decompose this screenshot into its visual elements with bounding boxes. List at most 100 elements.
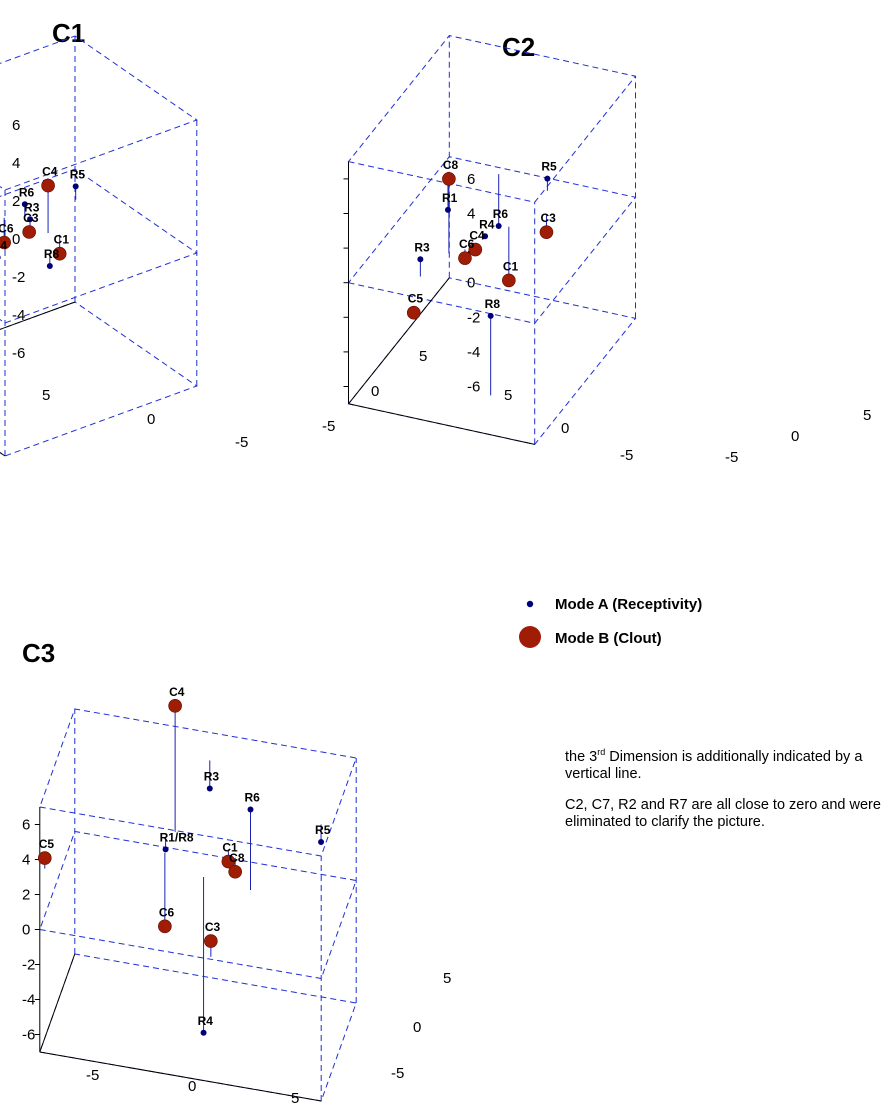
legend-receptivity-label: Mode A (Receptivity) — [555, 596, 702, 613]
point-label: R6 — [245, 790, 261, 804]
point-label: C4 — [469, 229, 485, 243]
z-tick-label: -2 — [22, 957, 35, 974]
z-tick-label: 2 — [12, 193, 20, 210]
z-tick-label: 0 — [22, 922, 30, 939]
point-r6 — [247, 806, 254, 813]
point-label: R3 — [204, 769, 220, 783]
point-c5 — [37, 851, 52, 865]
box-plane-top — [347, 35, 637, 203]
z-tick-label: -4 — [12, 307, 25, 324]
z-tick-label: -6 — [467, 379, 480, 396]
point-label: C1 — [222, 841, 238, 855]
point-label: C3 — [205, 920, 221, 934]
point-label: R5 — [70, 167, 86, 181]
z-tick-label: 0 — [467, 275, 475, 292]
left-axis-tick-label: -5 — [235, 434, 248, 451]
z-tick-label: -2 — [12, 269, 25, 286]
point-c1 — [221, 854, 236, 869]
point-label: R3 — [414, 240, 430, 254]
x-axis — [39, 1051, 322, 1102]
point-c3 — [22, 225, 36, 239]
point-label: R6 — [493, 207, 509, 221]
point-r5 — [544, 175, 551, 182]
z-tick-label: 4 — [12, 155, 20, 172]
point-label: R4 — [198, 1014, 214, 1028]
point-label: R3 — [24, 200, 40, 214]
point-c8 — [228, 864, 242, 879]
left-axis-tick-label: 0 — [147, 411, 155, 428]
note-third-dimension: the 3rd Dimension is additionally indica… — [565, 747, 863, 782]
left-axis-tick-label: -5 — [620, 447, 633, 464]
left-axis-tick-label: 0 — [561, 420, 569, 437]
right-axis-tick-label: 0 — [371, 383, 379, 400]
z-tick-label: 6 — [467, 171, 475, 188]
x-axis — [0, 301, 76, 330]
point-label: R5 — [315, 823, 331, 837]
z-tick-label: 2 — [22, 887, 30, 904]
z-tick-label: -4 — [22, 992, 35, 1009]
point-c4 — [168, 699, 182, 713]
z-tick-label: -6 — [22, 1027, 35, 1044]
point-c6 — [0, 235, 11, 250]
x-axis — [348, 403, 535, 445]
point-r4 — [0, 255, 1, 260]
point-c6 — [158, 919, 172, 934]
point-label: R8 — [44, 247, 60, 261]
y-axis — [39, 953, 76, 1053]
point-c8 — [442, 172, 456, 186]
left-axis-tick-label: 0 — [188, 1078, 196, 1095]
point-label: C6 — [159, 905, 175, 919]
chart-title: C3 — [22, 638, 55, 668]
point-label: R5 — [541, 160, 557, 174]
left-axis-tick-label: 5 — [42, 387, 50, 404]
point-c3 — [539, 225, 554, 239]
point-r6 — [21, 201, 28, 208]
right-axis-tick-label: -5 — [725, 449, 738, 466]
note-superscript: rd — [597, 747, 606, 757]
explanatory-note: the 3rd Dimension is additionally indica… — [565, 744, 883, 845]
point-label: R1/R8 — [160, 830, 194, 844]
y-axis — [0, 451, 6, 457]
point-label: R8 — [485, 297, 501, 311]
point-r4 — [200, 1029, 207, 1036]
point-c4 — [468, 242, 483, 257]
point-c3 — [204, 934, 218, 948]
point-label: C8 — [443, 158, 459, 172]
point-label: R4 — [479, 217, 495, 231]
z-tick-label: -2 — [467, 309, 480, 326]
y-axis — [348, 277, 450, 405]
point-r3 — [206, 785, 213, 792]
point-label: C6 — [0, 222, 14, 236]
point-label: C6 — [459, 237, 475, 251]
chart-c2: C26420-2-4-650-5-505R1R3R4R5R6R8C1C3C4C5… — [343, 32, 871, 466]
right-axis-tick-label: 5 — [419, 348, 427, 365]
chart-title: C1 — [52, 18, 85, 48]
point-label: C3 — [540, 211, 556, 225]
legend: Mode A (Receptivity) Mode B (Clout) — [519, 596, 702, 648]
z-tick-label: 6 — [12, 117, 20, 134]
box-plane-middle — [39, 830, 357, 980]
box-plane-bottom — [0, 301, 198, 457]
right-axis-tick-label: 0 — [413, 1019, 421, 1036]
point-c1 — [52, 246, 67, 261]
legend-clout-label: Mode B (Clout) — [555, 630, 662, 647]
chart-title: C2 — [502, 32, 535, 62]
point-label: C3 — [23, 211, 39, 225]
point-c1 — [502, 273, 516, 288]
z-tick-label: 4 — [22, 852, 30, 869]
point-label: C5 — [408, 292, 424, 306]
point-r1-r8 — [162, 846, 169, 853]
point-c6 — [458, 251, 472, 265]
point-r5 — [72, 183, 79, 190]
note-eliminated-items: C2, C7, R2 and R7 are all close to zero … — [565, 796, 881, 830]
z-tick-label: -6 — [12, 345, 25, 362]
box-plane-top — [39, 708, 357, 857]
right-axis-tick-label: -5 — [391, 1065, 404, 1082]
point-r3 — [417, 256, 424, 263]
point-r4 — [482, 233, 489, 240]
legend-clout-marker — [519, 626, 541, 648]
z-tick-label: 0 — [12, 231, 20, 248]
point-r6 — [495, 222, 502, 229]
point-r8 — [46, 263, 53, 269]
